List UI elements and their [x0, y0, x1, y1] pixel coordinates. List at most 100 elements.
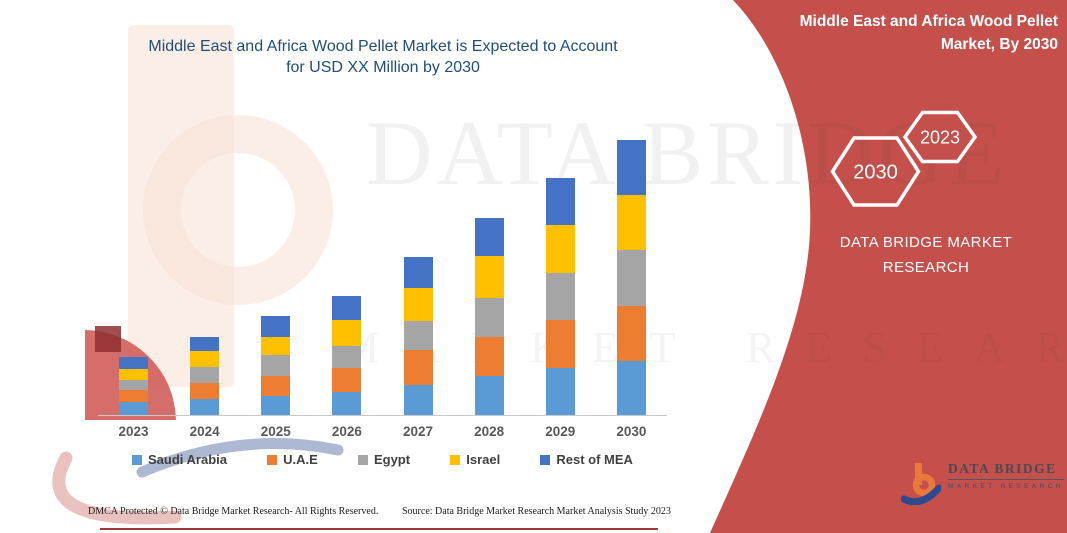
- legend-swatch: [267, 454, 278, 465]
- bar-segment-u-a-e-2030: [616, 306, 646, 361]
- legend-item-egypt: Egypt: [357, 452, 411, 467]
- data-bridge-logo-icon: [901, 463, 941, 505]
- logo-b-bowl: [912, 473, 936, 497]
- stacked-bar-2026: [332, 296, 362, 415]
- bar-segment-egypt-2023: [119, 380, 149, 390]
- bar-segment-rest-of-mea-2026: [332, 296, 362, 320]
- logo-text: DATA BRIDGE MARKET RESEARCH: [948, 461, 1064, 490]
- page-title-line2: for USD XX Million by 2030: [286, 59, 480, 76]
- legend-item-u-a-e: U.A.E: [267, 452, 318, 467]
- legend: Saudi Arabia U.A.E Egypt Israel Rest of MEA: [98, 452, 667, 467]
- stacked-bar-2028: [474, 218, 504, 415]
- x-tick-label-2023: 2023: [118, 424, 149, 439]
- legend-item-saudi-arabia: Saudi Arabia: [132, 452, 227, 467]
- brand-text-line2: RESEARCH: [882, 259, 970, 276]
- bar-segment-u-a-e-2024: [190, 383, 220, 399]
- bar-segment-egypt-2029: [545, 273, 575, 320]
- x-tick-label-2028: 2028: [474, 424, 505, 439]
- bar-segment-saudi-arabia-2023: [119, 402, 149, 415]
- bar-segment-saudi-arabia-2024: [190, 399, 220, 415]
- hexagon-badges: 2030 2023: [830, 110, 978, 207]
- watermark-text-market-research: MARKET RESEARCH: [340, 323, 1067, 372]
- data-bridge-logo: DATA BRIDGE MARKET RESEARCH: [901, 461, 1064, 505]
- bar-segment-egypt-2024: [190, 367, 220, 383]
- legend-swatch: [132, 454, 142, 465]
- logo-brand-text: DATA BRIDGE: [948, 461, 1064, 480]
- bar-group-2023: [98, 357, 169, 415]
- bar-segment-saudi-arabia-2027: [403, 385, 433, 415]
- legend-swatch: [540, 454, 551, 465]
- bar-segment-israel-2023: [119, 369, 149, 380]
- bar-segment-israel-2028: [474, 256, 504, 298]
- legend-label: U.A.E: [283, 452, 318, 467]
- x-tick-label-2029: 2029: [545, 424, 576, 439]
- bar-segment-rest-of-mea-2023: [119, 357, 149, 369]
- x-tick-label-2030: 2030: [616, 424, 647, 439]
- hexagon-2030-label: 2030: [853, 162, 898, 184]
- x-axis-line: [98, 415, 667, 416]
- bar-segment-egypt-2026: [332, 346, 362, 368]
- right-panel-heading-line1: Middle East and Africa Wood Pellet: [799, 13, 1058, 30]
- legend-item-israel: Israel: [450, 452, 500, 467]
- bar-segment-u-a-e-2028: [474, 337, 504, 376]
- brand-text-line1: DATA BRIDGE MARKET: [839, 234, 1013, 251]
- bar-segment-israel-2024: [190, 351, 220, 367]
- x-tick-label-2024: 2024: [189, 424, 220, 439]
- logo-blue-swoosh: [901, 484, 941, 505]
- bar-segment-rest-of-mea-2027: [403, 257, 433, 288]
- hexagon-2030: [830, 136, 921, 207]
- bar-group-2026: [311, 296, 382, 415]
- legend-label: Rest of MEA: [556, 452, 633, 467]
- legend-label: Egypt: [373, 452, 411, 467]
- bar-segment-israel-2030: [616, 195, 646, 250]
- page-title-line1: Middle East and Africa Wood Pellet Marke…: [148, 38, 618, 55]
- stacked-bar-2025: [261, 316, 291, 415]
- dmca-footer-text: DMCA Protected © Data Bridge Market Rese…: [88, 506, 379, 517]
- bar-segment-egypt-2025: [261, 355, 291, 376]
- bar-segment-egypt-2030: [616, 250, 646, 306]
- bar-segment-saudi-arabia-2029: [545, 368, 575, 415]
- right-panel-heading: Middle East and Africa Wood Pellet Marke…: [738, 10, 1058, 56]
- x-tick-label-2025: 2025: [260, 424, 291, 439]
- page-title: Middle East and Africa Wood Pellet Marke…: [83, 36, 683, 78]
- x-tick-label-2027: 2027: [403, 424, 434, 439]
- bottom-divider-line: [100, 528, 658, 530]
- legend-label: Saudi Arabia: [148, 452, 227, 467]
- bar-segment-rest-of-mea-2030: [616, 140, 646, 195]
- stacked-bar-2027: [403, 257, 433, 415]
- bar-segment-saudi-arabia-2028: [474, 376, 504, 415]
- bar-group-2028: [454, 218, 525, 415]
- bar-segment-rest-of-mea-2024: [190, 337, 220, 351]
- hexagon-2023: [902, 110, 978, 164]
- bar-segment-rest-of-mea-2025: [261, 316, 291, 337]
- bar-segment-rest-of-mea-2028: [474, 218, 504, 256]
- stacked-bar-2030: [616, 140, 646, 415]
- stacked-bar-2023: [119, 357, 149, 415]
- x-axis-labels: 2023 2024 2025 2026 2027 2028 2029 2030: [98, 424, 667, 439]
- bar-segment-israel-2029: [545, 225, 575, 273]
- bar-segment-saudi-arabia-2025: [261, 396, 291, 415]
- bar-segment-u-a-e-2025: [261, 376, 291, 396]
- right-panel-heading-line2: Market, By 2030: [940, 36, 1058, 53]
- bar-group-2029: [525, 178, 596, 415]
- bar-segment-u-a-e-2027: [403, 350, 433, 385]
- stacked-bar-2029: [545, 178, 575, 415]
- legend-item-rest-of-mea: Rest of MEA: [540, 452, 633, 467]
- logo-tagline-text: MARKET RESEARCH: [948, 483, 1064, 490]
- watermark-text-data-bridge: DATA BRIDGE: [366, 102, 1009, 204]
- legend-label: Israel: [466, 452, 501, 467]
- bar-group-2025: [240, 316, 311, 415]
- bar-segment-saudi-arabia-2026: [332, 392, 362, 415]
- bar-segment-u-a-e-2029: [545, 320, 575, 368]
- bar-segment-rest-of-mea-2029: [545, 178, 575, 225]
- bar-segment-u-a-e-2026: [332, 368, 362, 392]
- source-footer-text: Source: Data Bridge Market Research Mark…: [402, 506, 671, 517]
- bar-group-2027: [383, 257, 454, 415]
- stacked-bar-2024: [190, 337, 220, 415]
- bar-segment-u-a-e-2023: [119, 390, 149, 402]
- bar-segment-egypt-2027: [403, 321, 433, 350]
- bar-segment-egypt-2028: [474, 298, 504, 337]
- bar-segment-israel-2025: [261, 337, 291, 355]
- x-tick-label-2026: 2026: [331, 424, 362, 439]
